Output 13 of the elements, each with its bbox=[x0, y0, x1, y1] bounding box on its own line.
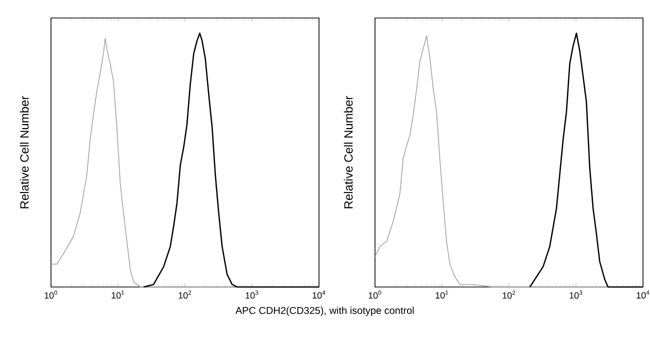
x-tick-label: 10$^{3}$ bbox=[570, 290, 582, 299]
x-tick-label: 10$^{0}$ bbox=[368, 290, 382, 299]
x-axis-title: APC CDH2(CD325), with isotype control bbox=[235, 306, 414, 316]
x-tick-label: 10$^{2}$ bbox=[502, 290, 516, 299]
x-tick-label: 10$^{4}$ bbox=[312, 290, 326, 299]
x-tick-label: 10$^{1}$ bbox=[112, 290, 124, 299]
y-axis-title: Relative Cell Number bbox=[20, 96, 29, 208]
y-axis-title: Relative Cell Number bbox=[344, 96, 353, 208]
x-tick-label: 10$^{4}$ bbox=[636, 290, 650, 299]
x-tick-label: 10$^{1}$ bbox=[436, 290, 448, 299]
x-tick-label: 10$^{0}$ bbox=[44, 290, 58, 299]
x-tick-label: 10$^{3}$ bbox=[246, 290, 258, 299]
x-tick-label: 10$^{2}$ bbox=[178, 290, 192, 299]
